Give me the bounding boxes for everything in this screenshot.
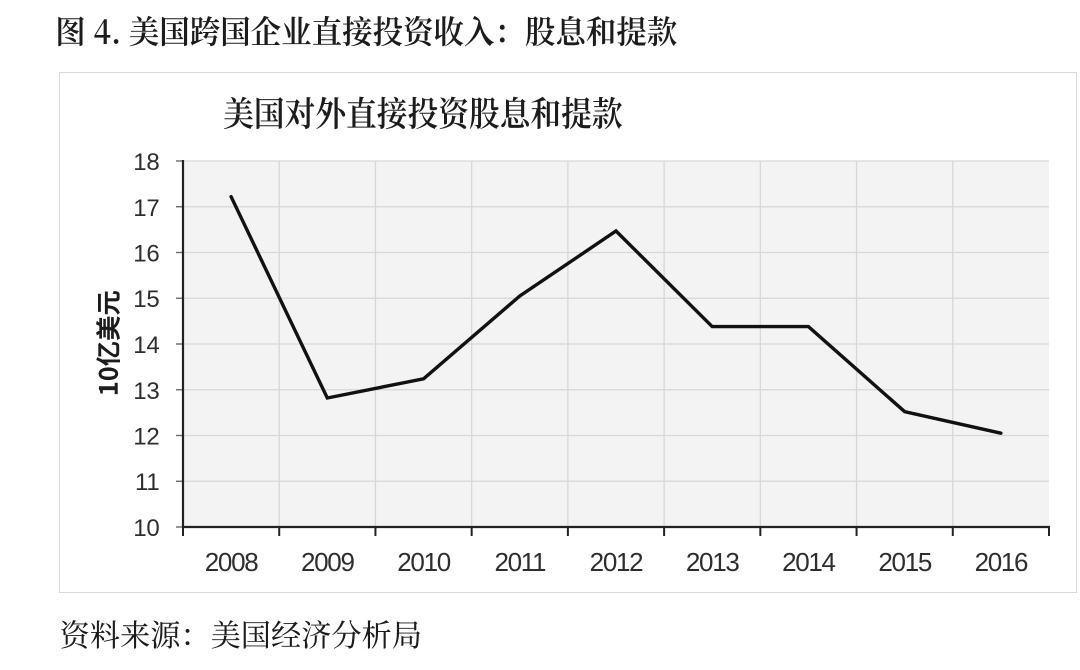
svg-text:2014: 2014 xyxy=(782,547,835,577)
svg-text:12: 12 xyxy=(133,424,159,451)
svg-text:17: 17 xyxy=(133,195,159,222)
svg-text:2015: 2015 xyxy=(878,547,931,577)
svg-text:2010: 2010 xyxy=(397,547,450,577)
svg-text:2012: 2012 xyxy=(590,547,643,577)
svg-text:15: 15 xyxy=(133,286,159,313)
svg-text:2008: 2008 xyxy=(205,547,258,577)
svg-text:10: 10 xyxy=(133,515,159,542)
svg-text:2016: 2016 xyxy=(975,547,1028,577)
svg-text:16: 16 xyxy=(133,241,159,268)
svg-text:13: 13 xyxy=(133,378,159,405)
svg-text:14: 14 xyxy=(133,332,159,359)
svg-text:11: 11 xyxy=(135,469,160,496)
svg-text:2013: 2013 xyxy=(686,547,739,577)
svg-text:2009: 2009 xyxy=(301,547,354,577)
svg-text:2011: 2011 xyxy=(494,547,546,577)
svg-text:18: 18 xyxy=(133,149,159,176)
